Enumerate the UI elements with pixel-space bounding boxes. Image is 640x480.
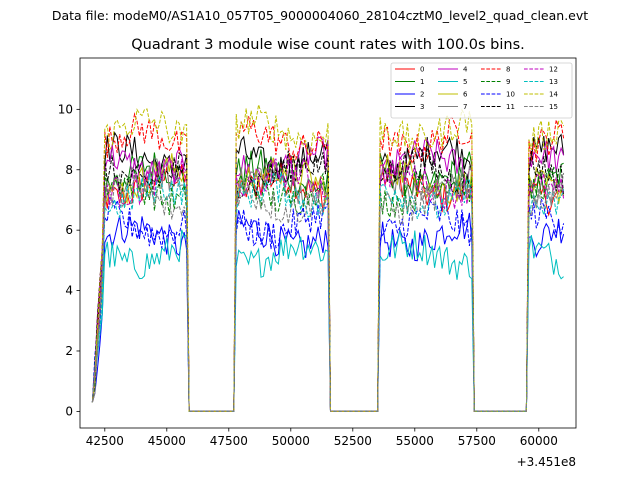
chart-title: Quadrant 3 module wise count rates with … xyxy=(131,37,525,53)
legend-box xyxy=(390,62,573,119)
x-tick-label: 57500 xyxy=(458,434,496,448)
y-tick-label: 0 xyxy=(65,404,73,418)
legend-label-14: 14 xyxy=(549,91,558,99)
legend-label-2: 2 xyxy=(420,91,424,99)
y-tick-label: 2 xyxy=(65,344,73,358)
y-tick-label: 8 xyxy=(65,163,73,177)
suptitle: Data file: modeM0/AS1A10_057T05_90000040… xyxy=(52,8,588,23)
plot-frame xyxy=(79,57,577,429)
x-tick-label: 60000 xyxy=(520,434,558,448)
x-tick-label: 47500 xyxy=(210,434,248,448)
axes: 42500 45000 47500 50000 52500 55000 57500 60000… xyxy=(58,57,577,448)
series-line-11 xyxy=(91,147,565,412)
legend-label-10: 10 xyxy=(506,91,515,99)
legend-label-6: 6 xyxy=(463,91,468,99)
x-tick-label: 45000 xyxy=(148,434,186,448)
x-tick-label: 42500 xyxy=(86,434,124,448)
legend-label-11: 11 xyxy=(506,103,515,111)
x-offset-label: +3.451e8 xyxy=(517,455,576,469)
legend-label-3: 3 xyxy=(420,103,424,111)
series-layer xyxy=(91,104,565,412)
legend-label-15: 15 xyxy=(549,103,558,111)
legend-label-8: 8 xyxy=(506,66,510,74)
legend-label-7: 7 xyxy=(463,103,467,111)
legend-label-5: 5 xyxy=(463,78,467,86)
x-tick-label: 50000 xyxy=(272,434,310,448)
legend-label-9: 9 xyxy=(506,78,510,86)
legend-label-13: 13 xyxy=(549,78,558,86)
series-line-15 xyxy=(91,172,565,412)
legend-label-0: 0 xyxy=(420,66,424,74)
x-tick-label: 52500 xyxy=(334,434,372,448)
legend-label-4: 4 xyxy=(463,66,468,74)
series-line-13 xyxy=(91,171,565,412)
y-tick-label: 10 xyxy=(58,102,73,116)
y-tick-label: 6 xyxy=(65,223,73,237)
legend-label-12: 12 xyxy=(549,66,558,74)
x-tick-label: 55000 xyxy=(396,434,434,448)
y-tick-label: 4 xyxy=(65,284,73,298)
legend-label-1: 1 xyxy=(420,78,424,86)
